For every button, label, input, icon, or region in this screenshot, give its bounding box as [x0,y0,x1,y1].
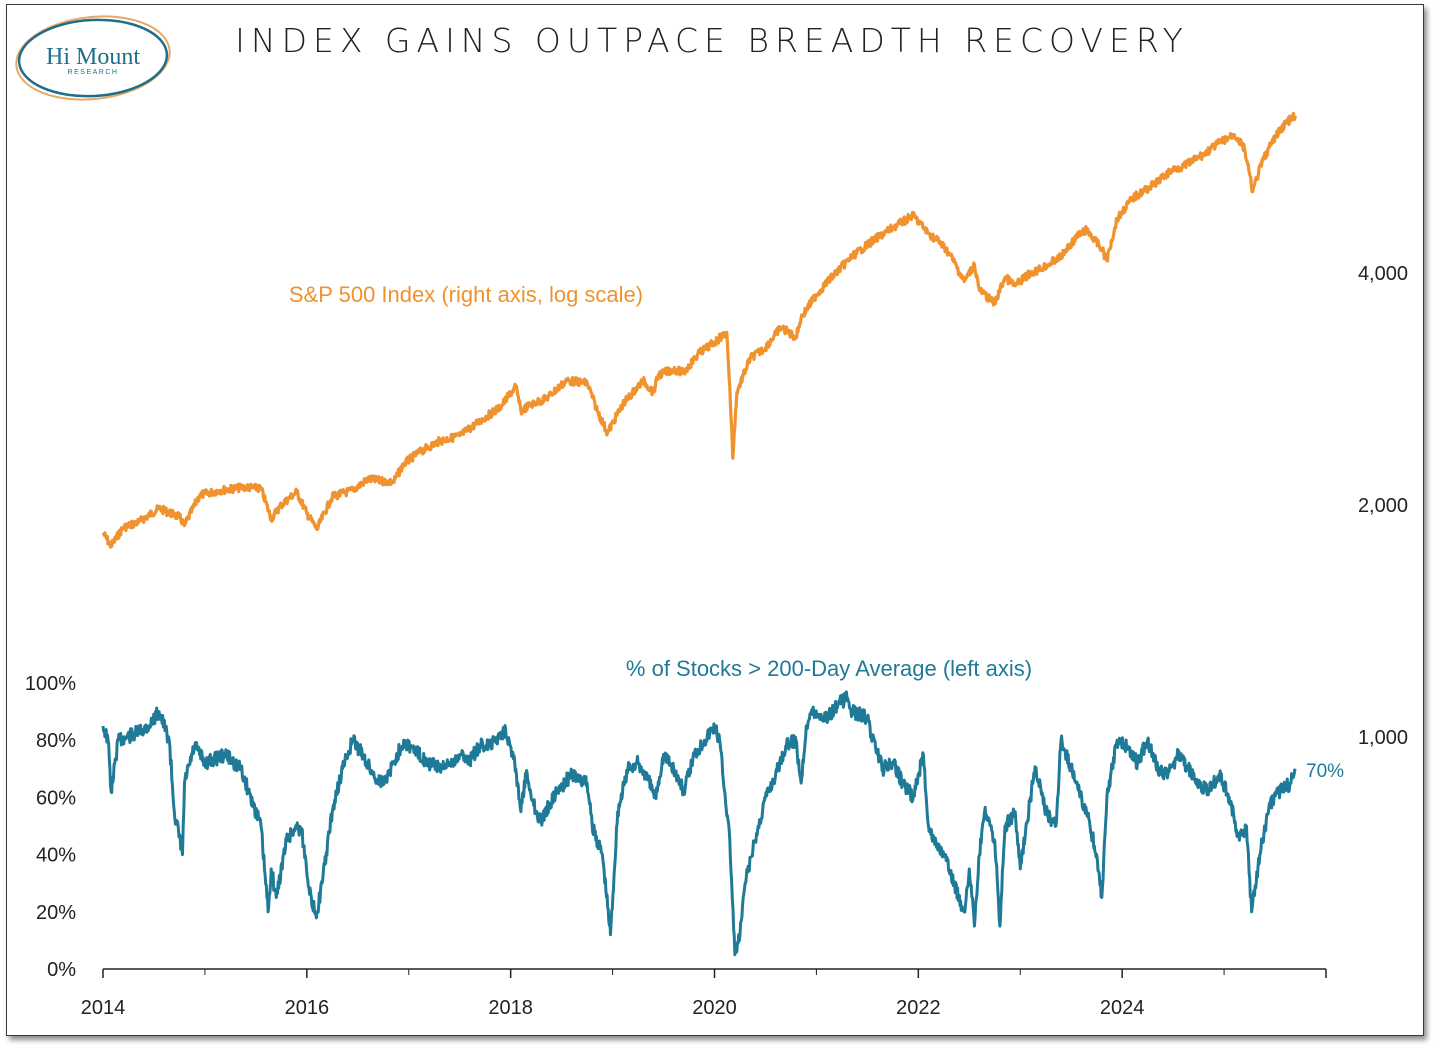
left-tick-label: 80% [36,730,76,752]
x-tick-label: 2014 [81,997,126,1019]
right-tick-label: 1,000 [1358,727,1408,749]
breadth-series-label: % of Stocks > 200-Day Average (left axis… [626,656,1032,681]
x-tick-label: 2016 [285,997,330,1019]
left-tick-label: 20% [36,902,76,924]
x-tick-label: 2024 [1100,997,1145,1019]
right-axis-ticks: 1,000 2,000 4,000 [1358,263,1408,749]
svg-text:RESEARCH: RESEARCH [68,69,119,76]
left-tick-label: 60% [36,787,76,809]
x-axis-ticks: 2014 2016 2018 2020 2022 2024 [81,969,1327,1019]
svg-text:Hi Mount: Hi Mount [46,44,140,70]
left-tick-label: 0% [47,959,76,981]
chart-frame [6,4,1424,1036]
spx-series-label: S&P 500 Index (right axis, log scale) [289,282,643,307]
x-tick-label: 2022 [896,997,941,1019]
left-tick-label: 100% [25,673,76,695]
x-tick-label: 2018 [488,997,533,1019]
right-tick-label: 4,000 [1358,263,1408,285]
breadth-line [101,690,1297,957]
left-axis-ticks: 0% 20% 40% 60% 80% 100% [25,673,76,981]
left-tick-label: 40% [36,845,76,867]
spx-line [101,111,1297,549]
logo: Hi Mount RESEARCH [15,15,171,101]
x-tick-label: 2020 [692,997,737,1019]
chart-title: INDEX GAINS OUTPACE BREADTH RECOVERY [235,21,1189,60]
right-tick-label: 2,000 [1358,495,1408,517]
breadth-end-label: 70% [1306,761,1344,782]
